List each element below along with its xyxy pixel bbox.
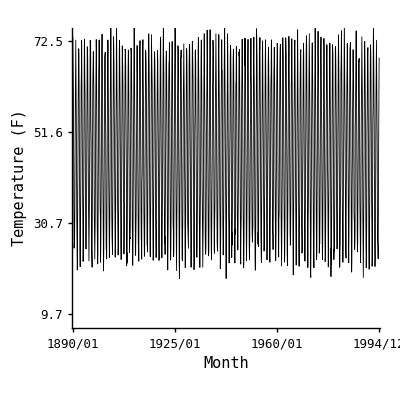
X-axis label: Month: Month <box>203 356 249 370</box>
Y-axis label: Temperature (F): Temperature (F) <box>12 110 28 246</box>
